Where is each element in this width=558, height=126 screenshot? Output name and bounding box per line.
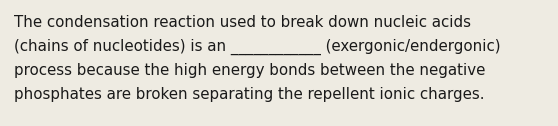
Text: (chains of nucleotides) is an ____________ (exergonic/endergonic): (chains of nucleotides) is an __________… — [14, 39, 501, 55]
Text: phosphates are broken separating the repellent ionic charges.: phosphates are broken separating the rep… — [14, 87, 484, 102]
Text: process because the high energy bonds between the negative: process because the high energy bonds be… — [14, 63, 485, 78]
Text: The condensation reaction used to break down nucleic acids: The condensation reaction used to break … — [14, 15, 471, 30]
